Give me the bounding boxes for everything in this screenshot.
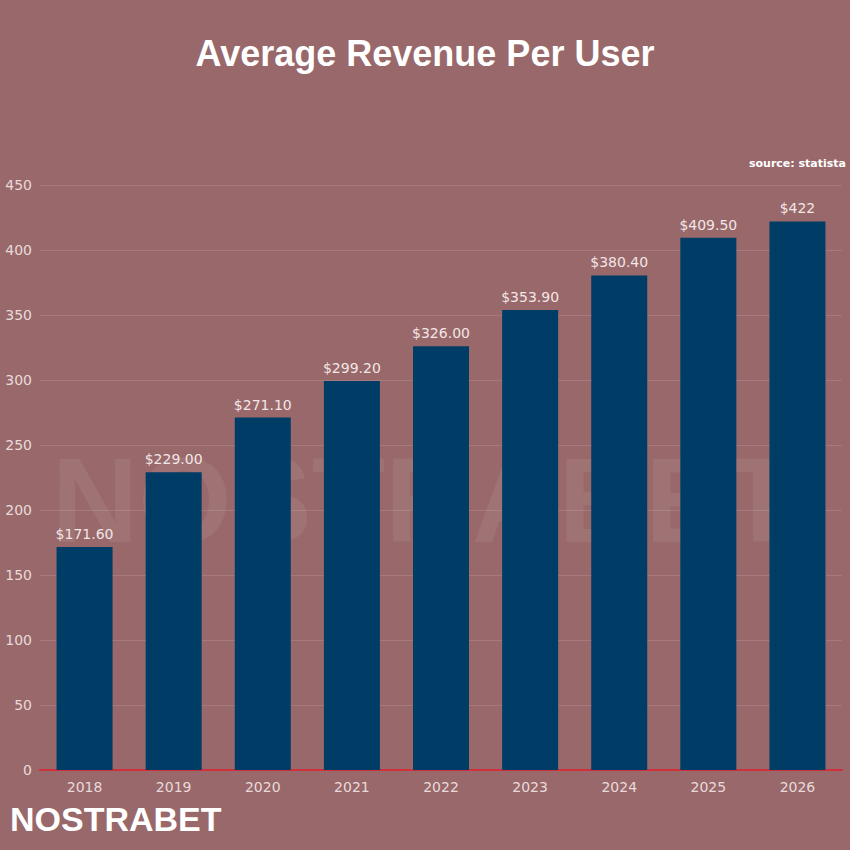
svg-text:150: 150 [5, 567, 32, 583]
svg-text:50: 50 [14, 697, 32, 713]
svg-text:2021: 2021 [334, 779, 370, 795]
svg-text:2018: 2018 [67, 779, 103, 795]
svg-text:2020: 2020 [245, 779, 281, 795]
svg-text:2019: 2019 [156, 779, 192, 795]
svg-text:$229.00: $229.00 [145, 451, 203, 467]
svg-text:450: 450 [5, 177, 32, 193]
svg-text:350: 350 [5, 307, 32, 323]
svg-text:2024: 2024 [601, 779, 637, 795]
svg-text:$409.50: $409.50 [679, 217, 737, 233]
svg-text:300: 300 [5, 372, 32, 388]
svg-text:100: 100 [5, 632, 32, 648]
svg-text:source: statista: source: statista [749, 157, 846, 170]
svg-text:200: 200 [5, 502, 32, 518]
svg-text:NOSTRABET: NOSTRABET [10, 800, 222, 838]
svg-text:2025: 2025 [691, 779, 727, 795]
svg-text:$271.10: $271.10 [234, 397, 292, 413]
svg-text:2023: 2023 [512, 779, 548, 795]
svg-text:$299.20: $299.20 [323, 360, 381, 376]
svg-text:$326.00: $326.00 [412, 325, 470, 341]
svg-text:Average Revenue Per User: Average Revenue Per User [196, 33, 655, 74]
svg-text:0: 0 [23, 762, 32, 778]
svg-text:250: 250 [5, 437, 32, 453]
svg-text:$380.40: $380.40 [590, 254, 648, 270]
svg-text:2026: 2026 [780, 779, 816, 795]
svg-text:$353.90: $353.90 [501, 289, 559, 305]
svg-text:$171.60: $171.60 [56, 526, 114, 542]
svg-text:$422: $422 [780, 200, 816, 216]
svg-text:400: 400 [5, 242, 32, 258]
svg-text:2022: 2022 [423, 779, 459, 795]
